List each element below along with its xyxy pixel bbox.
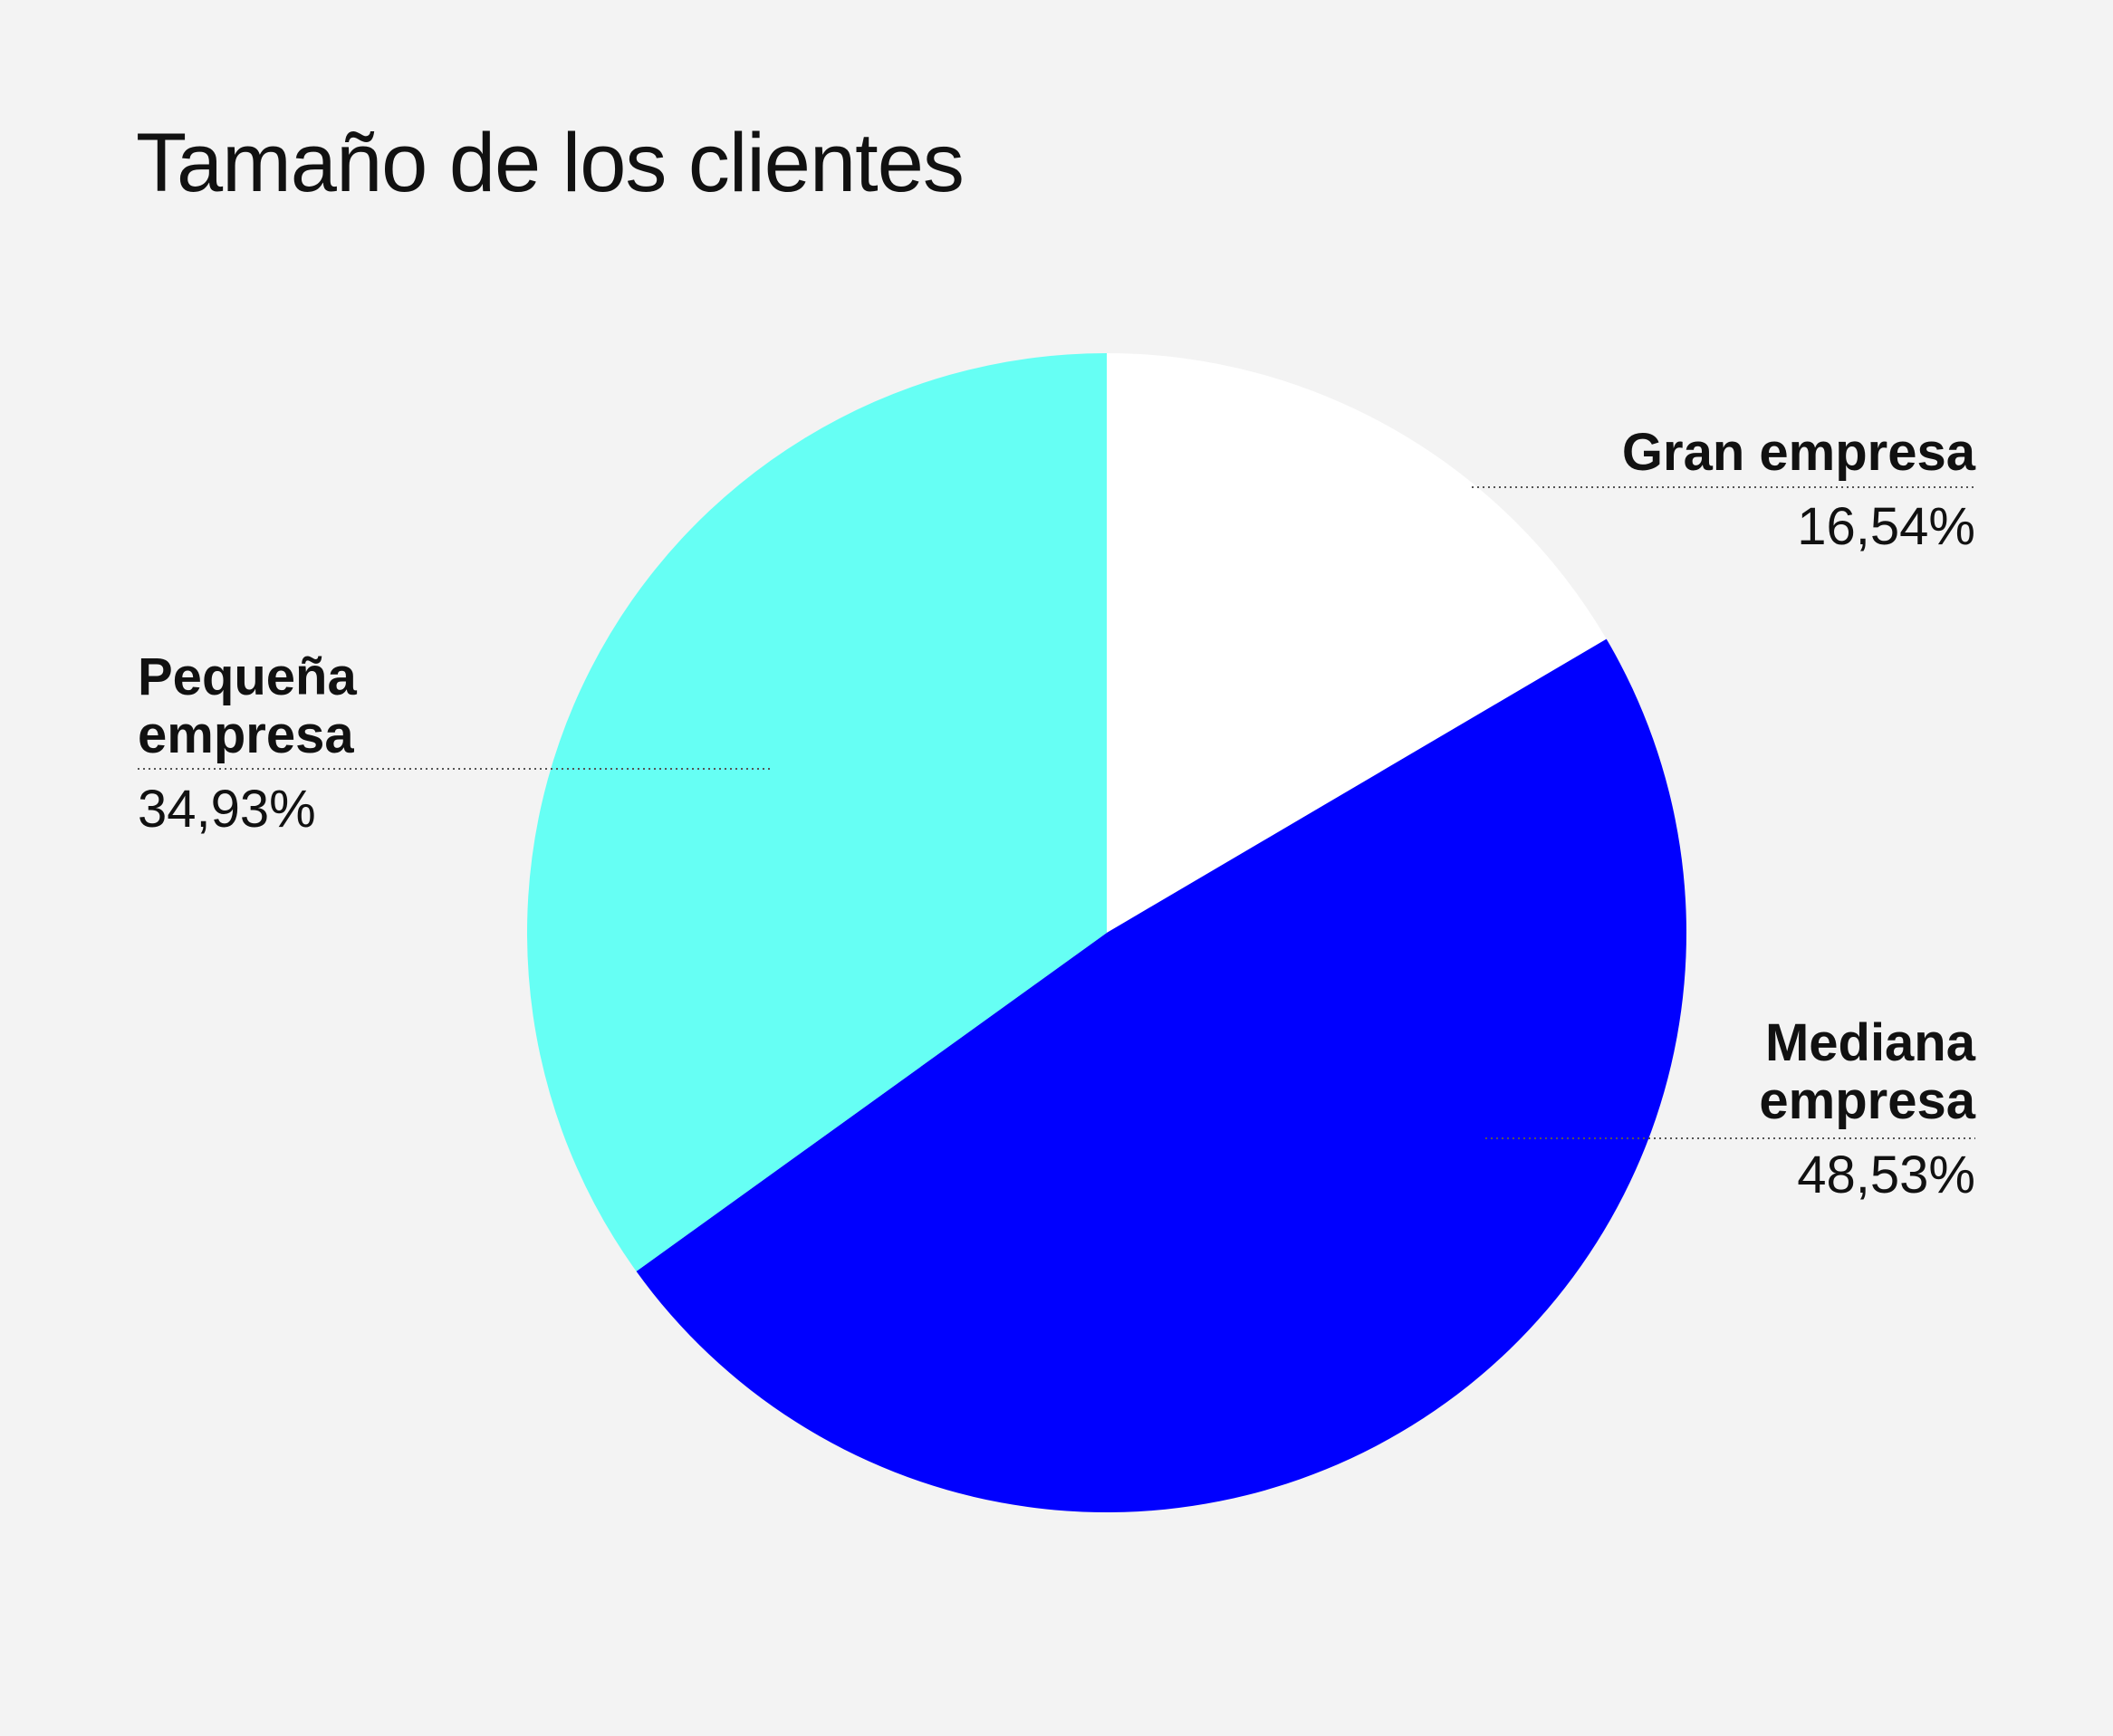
slice-value-mediana-empresa: 48,53% <box>1797 1146 1975 1204</box>
label-gran-empresa: Gran empresa 16,54% <box>1522 424 1975 556</box>
pie-slice-pequena-empresa <box>526 353 1107 1271</box>
slice-name-gran-empresa: Gran empresa <box>1621 423 1975 482</box>
label-pequena-empresa: Pequeña empresa 34,93% <box>138 648 591 839</box>
chart-title: Tamaño de los clientes <box>136 117 965 209</box>
slice-name-mediana-empresa-line1: Mediana <box>1764 1013 1975 1072</box>
pie-slice-gran-empresa <box>1107 353 1607 933</box>
slice-name-pequena-empresa-line2: empresa <box>138 705 354 764</box>
slice-name-mediana-empresa-line2: empresa <box>1759 1071 1975 1130</box>
slice-value-pequena-empresa: 34,93% <box>138 780 316 839</box>
slice-name-pequena-empresa-line1: Pequeña <box>138 647 357 706</box>
slice-value-gran-empresa: 16,54% <box>1797 497 1975 556</box>
label-mediana-empresa: Mediana empresa 48,53% <box>1522 1014 1975 1204</box>
pie-slice-mediana-empresa <box>636 638 1686 1512</box>
